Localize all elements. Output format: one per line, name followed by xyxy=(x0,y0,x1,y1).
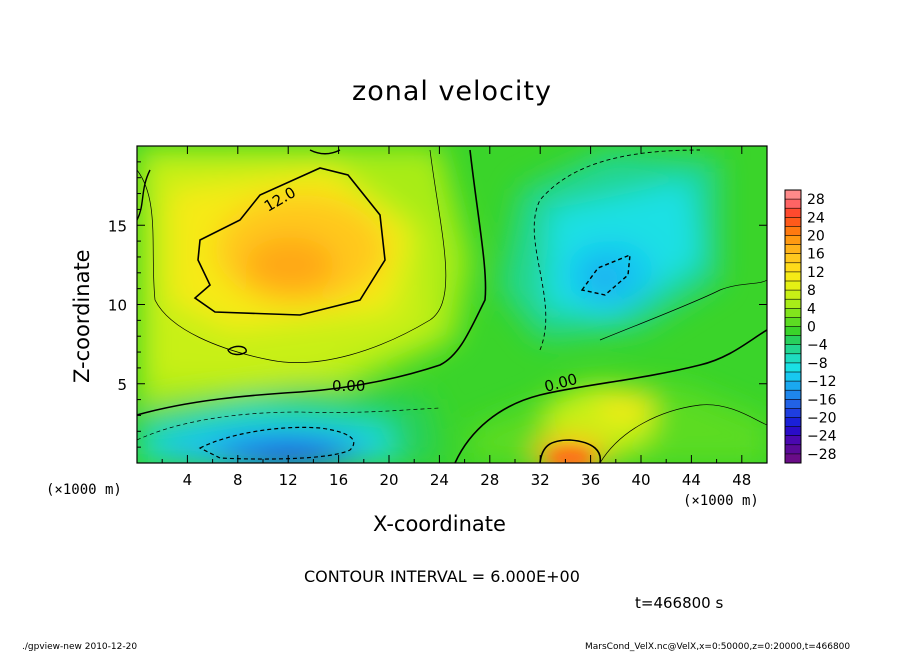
colorbar-label: 8 xyxy=(807,283,816,299)
contour-interval-note: CONTOUR INTERVAL = 6.000E+00 xyxy=(304,567,580,586)
colorbar-swatch xyxy=(785,281,801,291)
colorbar-label: −12 xyxy=(807,374,837,390)
y-tick-label: 10 xyxy=(108,297,127,315)
y-tick-label: 15 xyxy=(108,217,127,235)
x-tick-label: 20 xyxy=(379,471,398,489)
colorbar-label: −8 xyxy=(807,356,828,372)
colorbar-swatch xyxy=(785,208,801,218)
colorbar-label: 4 xyxy=(807,301,816,317)
y-axis-label: Z-coordinate xyxy=(70,249,94,383)
colorbar-swatch xyxy=(785,426,801,436)
x-tick-label: 12 xyxy=(279,471,298,489)
x-tick-label: 36 xyxy=(581,471,600,489)
colorbar-label: −16 xyxy=(807,392,837,408)
colorbar-swatch xyxy=(785,417,801,427)
velocity-field xyxy=(137,146,767,463)
x-unit-label-left: (×1000 m) xyxy=(46,482,122,498)
colorbar-label: 20 xyxy=(807,229,825,245)
colorbar-label: 24 xyxy=(807,210,825,226)
colorbar-swatch xyxy=(785,199,801,209)
colorbar-swatch xyxy=(785,244,801,254)
x-tick-label: 32 xyxy=(531,471,550,489)
colorbar-swatch xyxy=(785,226,801,236)
colorbar-swatch xyxy=(785,362,801,372)
colorbar-label: 28 xyxy=(807,192,825,208)
colorbar: 28 24 20 16 12 8 4 0 −4 −8 −12 −16 −20 −24 −28 xyxy=(784,189,837,464)
footer-right: MarsCond_VelX.nc@VelX,x=0:50000,z=0:2000… xyxy=(585,642,851,652)
colorbar-label: −28 xyxy=(807,447,837,463)
colorbar-swatch xyxy=(785,253,801,263)
colorbar-swatch xyxy=(785,290,801,300)
x-tick-label: 28 xyxy=(480,471,499,489)
colorbar-swatch xyxy=(785,344,801,354)
x-axis-ticks: 4 8 12 16 20 24 28 32 36 40 44 48 xyxy=(161,146,751,489)
x-axis-label: X-coordinate xyxy=(373,512,506,536)
colorbar-swatch xyxy=(785,408,801,418)
x-tick-label: 16 xyxy=(329,471,348,489)
colorbar-swatch xyxy=(785,262,801,272)
contour-label-0-left: 0.00 xyxy=(332,377,365,395)
colorbar-swatch xyxy=(785,326,801,336)
x-tick-label: 24 xyxy=(430,471,449,489)
x-tick-label: 8 xyxy=(233,471,243,489)
colorbar-swatch xyxy=(785,235,801,245)
y-tick-label: 5 xyxy=(117,376,127,394)
time-label: t=466800 s xyxy=(635,594,724,612)
colorbar-swatch xyxy=(785,308,801,318)
colorbar-swatch xyxy=(785,453,801,463)
colorbar-label: 16 xyxy=(807,247,825,263)
colorbar-swatch xyxy=(785,372,801,382)
colorbar-swatch xyxy=(785,381,801,391)
colorbar-swatch xyxy=(785,444,801,454)
footer-left: ./gpview-new 2010-12-20 xyxy=(22,642,138,652)
colorbar-swatch xyxy=(785,299,801,309)
chart-title: zonal velocity xyxy=(352,76,552,107)
x-unit-label-right: (×1000 m) xyxy=(683,493,759,509)
colorbar-swatch xyxy=(785,190,801,200)
colorbar-swatch xyxy=(785,390,801,400)
colorbar-label: 0 xyxy=(807,320,816,336)
colorbar-frame xyxy=(784,189,802,464)
colorbar-label: −20 xyxy=(807,411,837,427)
colorbar-label: −24 xyxy=(807,429,837,445)
colorbar-swatch xyxy=(785,271,801,281)
x-tick-label: 48 xyxy=(732,471,751,489)
x-tick-label: 4 xyxy=(183,471,193,489)
x-tick-label: 44 xyxy=(682,471,701,489)
colorbar-label: 12 xyxy=(807,265,825,281)
colorbar-swatch xyxy=(785,435,801,445)
colorbar-swatch xyxy=(785,317,801,327)
x-tick-label: 40 xyxy=(631,471,650,489)
colorbar-swatch xyxy=(785,217,801,227)
colorbar-swatch xyxy=(785,353,801,363)
colorbar-label: −4 xyxy=(807,338,828,354)
colorbar-swatch xyxy=(785,335,801,345)
y-axis-ticks: 5 10 15 xyxy=(108,161,767,448)
colorbar-swatch xyxy=(785,399,801,409)
